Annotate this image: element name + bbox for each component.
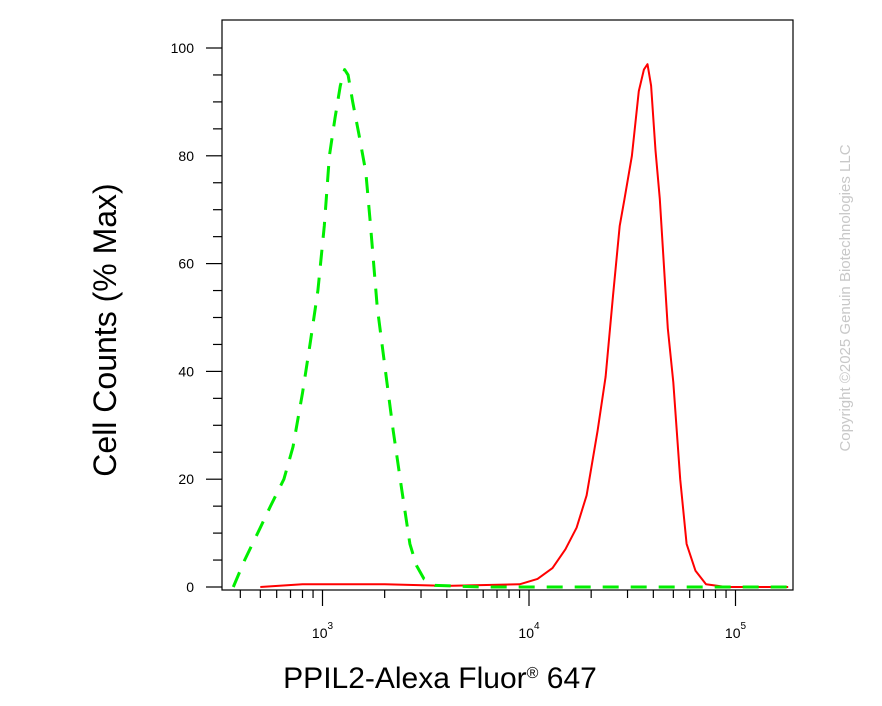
control-histogram-line bbox=[231, 68, 789, 589]
x-axis-label-suffix: 647 bbox=[538, 662, 596, 695]
plot-frame bbox=[221, 19, 794, 591]
copyright-watermark: Copyright ©2025 Genuin Biotechnologies L… bbox=[837, 144, 854, 451]
y-tick-label: 40 bbox=[178, 363, 194, 379]
y-tick-label: 20 bbox=[178, 471, 194, 487]
x-tick-label: 103 bbox=[312, 621, 334, 641]
y-axis-label: Cell Counts (% Max) bbox=[87, 183, 123, 476]
y-tick-label: 80 bbox=[178, 148, 194, 164]
y-tick-label: 0 bbox=[186, 579, 194, 595]
series-layer bbox=[231, 63, 789, 589]
x-tick-label: 104 bbox=[518, 621, 540, 641]
y-tick-label: 60 bbox=[178, 256, 194, 272]
x-axis-label-superscript: ® bbox=[527, 665, 539, 682]
y-axis: 0 20 40 60 80 100 bbox=[171, 40, 222, 595]
x-tick-label: 105 bbox=[725, 621, 747, 641]
plot-border bbox=[221, 19, 794, 591]
x-axis-label: PPIL2-Alexa Fluor® 647 bbox=[283, 662, 597, 695]
x-axis: 103 104 105 bbox=[239, 590, 747, 641]
y-tick-label: 100 bbox=[171, 40, 195, 56]
x-axis-label-main: PPIL2-Alexa Fluor bbox=[283, 662, 526, 695]
sample-histogram-line bbox=[260, 63, 789, 588]
